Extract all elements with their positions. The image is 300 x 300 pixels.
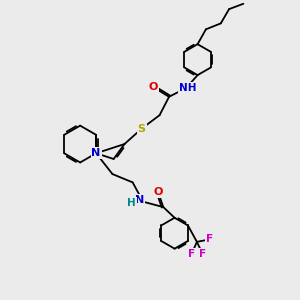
Text: O: O xyxy=(149,82,158,92)
Text: S: S xyxy=(138,124,146,134)
Text: N: N xyxy=(92,148,101,158)
Text: F: F xyxy=(206,235,213,244)
Text: O: O xyxy=(153,187,163,196)
Text: F: F xyxy=(199,249,206,259)
Text: H: H xyxy=(128,198,136,208)
Text: N: N xyxy=(135,195,144,205)
Text: NH: NH xyxy=(179,83,196,93)
Text: F: F xyxy=(188,249,195,259)
